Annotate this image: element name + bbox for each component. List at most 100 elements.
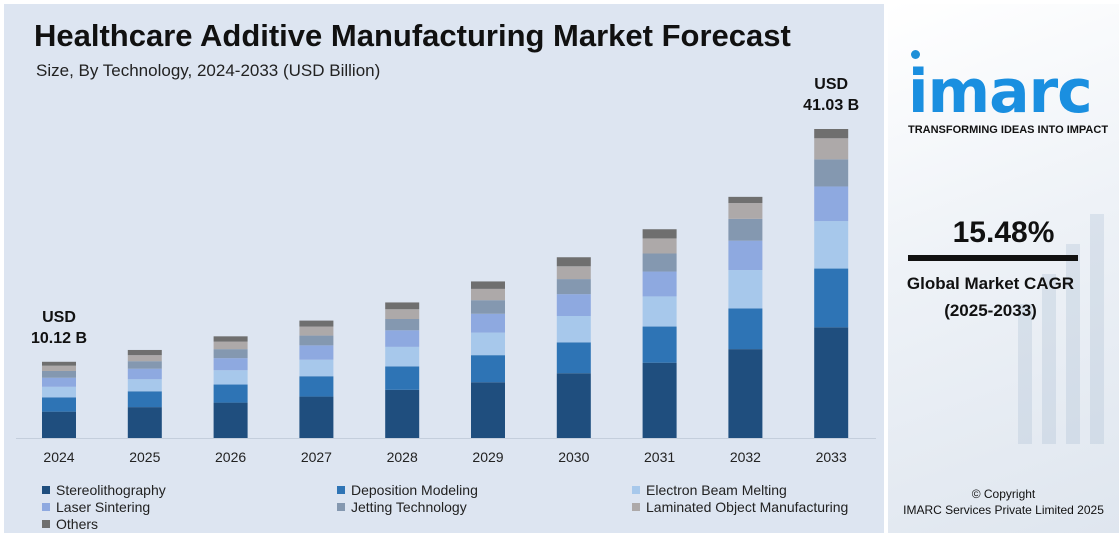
bar-segment-2025-electron-beam-melting [127, 379, 162, 392]
chart-title: Healthcare Additive Manufacturing Market… [34, 18, 791, 53]
bar-segment-2032-laser-sintering [728, 240, 763, 271]
bar-segment-2024-electron-beam-melting [42, 386, 76, 398]
legend-label: Laminated Object Manufacturing [646, 499, 849, 515]
bar-segment-2024-deposition-modeling [42, 397, 76, 412]
bar-segment-2026-electron-beam-melting [213, 370, 248, 385]
x-tick-label-2031: 2031 [644, 449, 675, 465]
chart-panel: Healthcare Additive Manufacturing Market… [4, 4, 884, 533]
bar-segment-2026-laser-sintering [213, 358, 248, 371]
logo-text: imarc [908, 57, 1093, 127]
bar-segment-2031-laser-sintering [642, 271, 677, 297]
bar-segment-2028-laminated-object-manufacturing [385, 309, 420, 320]
bar-segment-2026-deposition-modeling [213, 384, 248, 403]
bar-segment-2024-others [42, 361, 76, 366]
legend-swatch [632, 503, 640, 511]
bar-segment-2026-others [213, 336, 248, 342]
x-tick-label-2024: 2024 [43, 449, 74, 465]
bar-segment-2031-others [642, 229, 677, 239]
background-chart-decoration [1018, 214, 1104, 444]
bar-segment-2032-others [728, 196, 763, 204]
logo-dot-icon [911, 50, 920, 59]
bar-segment-2024-jetting-technology [42, 370, 76, 378]
bar-segment-2033-laser-sintering [814, 186, 849, 222]
bar-segment-2031-stereolithography [642, 362, 677, 438]
bar-segment-2030-laser-sintering [556, 294, 591, 316]
bar-segment-2028-laser-sintering [385, 330, 420, 347]
copyright-line2: IMARC Services Private Limited 2025 [903, 503, 1104, 517]
bar-segment-2030-electron-beam-melting [556, 315, 591, 343]
legend-item-stereolithography: Stereolithography [42, 482, 166, 498]
x-tick-label-2027: 2027 [301, 449, 332, 465]
bar-segment-2028-deposition-modeling [385, 366, 420, 390]
bar-segment-2031-laminated-object-manufacturing [642, 238, 677, 254]
logo-tagline: TRANSFORMING IDEAS INTO IMPACT [908, 124, 1109, 136]
x-tick-label-2028: 2028 [387, 449, 418, 465]
chart-plot: 2024 2025 2026 2027 2028 2029 2030 2031 2032 2033… [16, 76, 876, 465]
cagr-label: Global Market CAGR (2025-2033) [888, 270, 1093, 324]
bar-segment-2033-deposition-modeling [814, 268, 849, 328]
bar-segment-2029-electron-beam-melting [471, 332, 505, 356]
bar-segment-2028-others [385, 302, 420, 310]
bar-segment-2032-electron-beam-melting [728, 270, 763, 309]
bar-segment-2032-jetting-technology [728, 218, 763, 241]
bar-segment-2026-stereolithography [213, 402, 248, 438]
legend-swatch [337, 486, 345, 494]
bar-segment-2029-others [471, 281, 505, 289]
bar-segment-2030-deposition-modeling [556, 342, 591, 374]
bar-segment-2027-jetting-technology [299, 335, 334, 346]
x-tick-label-2032: 2032 [730, 449, 761, 465]
x-tick-label-2033: 2033 [816, 449, 847, 465]
x-tick-label-2025: 2025 [129, 449, 160, 465]
bar-segment-2033-others [814, 129, 849, 139]
legend-label: Others [56, 516, 99, 532]
x-tick-label-2030: 2030 [558, 449, 589, 465]
legend-label: Deposition Modeling [351, 482, 478, 498]
bar-segment-2029-stereolithography [471, 382, 505, 438]
bar-segment-2027-others [299, 320, 334, 327]
cagr-divider [908, 255, 1078, 261]
legend-label: Electron Beam Melting [646, 482, 787, 498]
legend-swatch [42, 486, 50, 494]
brand-panel: imarc TRANSFORMING IDEAS INTO IMPACT 15.… [888, 4, 1119, 533]
bar-segment-2029-laser-sintering [471, 313, 505, 333]
bar-segment-2028-electron-beam-melting [385, 346, 420, 367]
data-label-2024-line1: USD [42, 309, 76, 326]
bar-segment-2032-stereolithography [728, 349, 763, 438]
bar-segment-2030-stereolithography [556, 373, 591, 438]
bar-segment-2025-stereolithography [127, 407, 162, 438]
bar-segment-2027-stereolithography [299, 396, 334, 438]
bar-segment-2032-laminated-object-manufacturing [728, 203, 763, 219]
data-label-2033-line2: 41.03 B [803, 97, 859, 114]
legend-item-others: Others [42, 516, 98, 532]
legend-item-jetting-technology: Jetting Technology [337, 499, 467, 515]
legend-item-electron-beam-melting: Electron Beam Melting [632, 482, 787, 498]
bar-segment-2024-stereolithography [42, 411, 76, 438]
cagr-label-text: Global Market CAGR [906, 274, 1075, 293]
bar-segment-2024-laminated-object-manufacturing [42, 365, 76, 371]
bar-segment-2031-deposition-modeling [642, 326, 677, 363]
legend-label: Laser Sintering [56, 499, 151, 515]
chart-subtitle: Size, By Technology, 2024-2033 (USD Bill… [36, 61, 381, 80]
bar-segment-2030-jetting-technology [556, 279, 591, 295]
x-tick-label-2026: 2026 [215, 449, 246, 465]
bar-segment-2027-deposition-modeling [299, 376, 334, 397]
bar-segment-2025-jetting-technology [127, 361, 162, 369]
bar-segment-2029-laminated-object-manufacturing [471, 288, 505, 301]
bar-segment-2024-laser-sintering [42, 377, 76, 387]
bar-segment-2029-deposition-modeling [471, 355, 505, 383]
bar-segment-2026-laminated-object-manufacturing [213, 341, 248, 350]
bar-segment-2031-electron-beam-melting [642, 296, 677, 327]
bar-segment-2025-others [127, 349, 162, 356]
legend-swatch [337, 503, 345, 511]
bar-segment-2033-electron-beam-melting [814, 221, 849, 269]
bar-segment-2031-jetting-technology [642, 253, 677, 272]
bar-segment-2027-laser-sintering [299, 345, 334, 360]
legend-swatch [632, 486, 640, 494]
copyright-line1: © Copyright [971, 487, 1036, 501]
copyright: © Copyright IMARC Services Private Limit… [888, 486, 1119, 518]
bar-segment-2033-jetting-technology [814, 159, 849, 187]
bar-segment-2026-jetting-technology [213, 349, 248, 359]
bar-segment-2033-laminated-object-manufacturing [814, 138, 849, 160]
bar-segment-2027-laminated-object-manufacturing [299, 326, 334, 336]
legend-label: Jetting Technology [351, 499, 467, 515]
